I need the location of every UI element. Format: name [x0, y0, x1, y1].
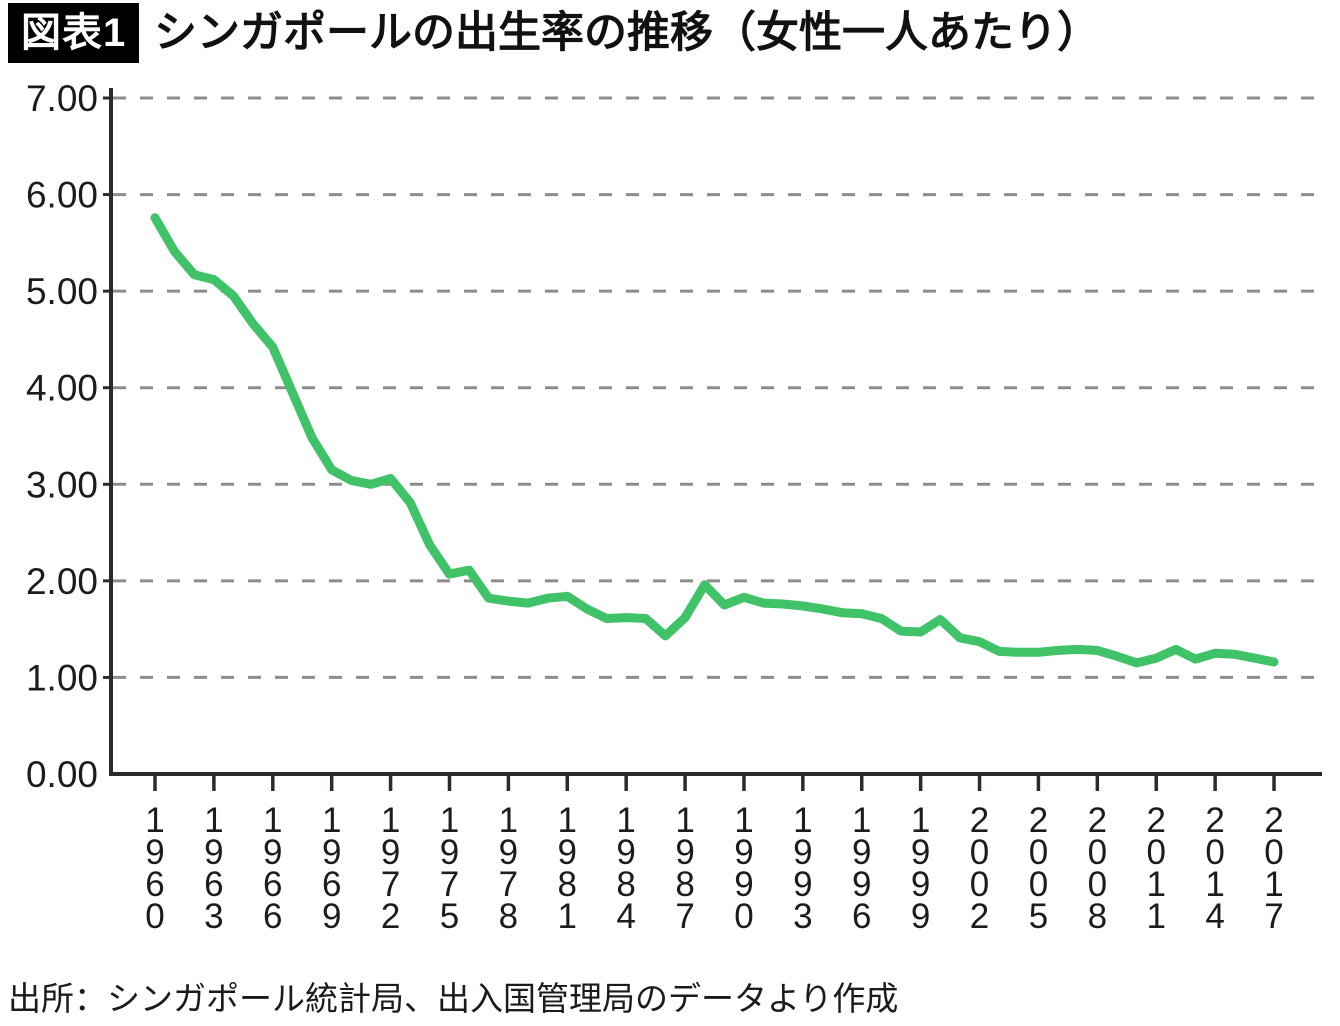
x-tick-label-digit: 7 [1264, 897, 1283, 936]
x-tick-label-digit: 9 [381, 833, 400, 872]
x-tick-label-digit: 9 [145, 833, 164, 872]
y-axis-labels: 0.00 1.00 2.00 3.00 4.00 5.00 6.00 7.00 [26, 78, 111, 795]
x-tick-label-digit: 8 [1088, 897, 1107, 936]
x-tick-label-digit: 1 [204, 801, 223, 840]
x-tick-label-digit: 9 [558, 833, 577, 872]
x-tick-label-digit: 8 [558, 865, 577, 904]
x-tick-label-digit: 6 [263, 897, 282, 936]
chart-title: シンガポールの出生率の推移（女性一人あたり） [154, 9, 1100, 57]
x-tick-label-digit: 6 [145, 865, 164, 904]
x-tick-label-digit: 7 [440, 865, 459, 904]
x-tick-label-digit: 0 [1146, 833, 1165, 872]
x-tick-label-digit: 0 [1264, 833, 1283, 872]
x-tick-label-digit: 7 [381, 865, 400, 904]
y-tick-label: 1.00 [26, 657, 98, 698]
x-tick-label-digit: 1 [558, 897, 577, 936]
x-tick-label-digit: 9 [616, 833, 635, 872]
x-tick-label-digit: 1 [852, 801, 871, 840]
x-tick-label-digit: 9 [322, 833, 341, 872]
x-tick-label-digit: 0 [145, 897, 164, 936]
x-tick-label-digit: 1 [1264, 865, 1283, 904]
x-tick-label-digit: 0 [1088, 833, 1107, 872]
figure-header: 図表1 シンガポールの出生率の推移（女性一人あたり） [0, 0, 1340, 70]
x-tick-label-digit: 4 [616, 897, 635, 936]
x-tick-label-digit: 1 [1146, 897, 1165, 936]
x-tick-label-digit: 1 [381, 801, 400, 840]
x-tick-label-digit: 2 [970, 801, 989, 840]
source-note: 出所：シンガポール統計局、出入国管理局のデータより作成 [8, 982, 899, 1018]
x-tick-label-digit: 9 [852, 833, 871, 872]
x-tick-label-digit: 3 [204, 897, 223, 936]
x-tick-label-digit: 2 [1264, 801, 1283, 840]
x-tick-label-digit: 1 [734, 801, 753, 840]
x-tick-label-digit: 7 [675, 897, 694, 936]
x-axis-labels: 1960196319661969197219751978198119841987… [145, 774, 1284, 936]
x-tick-label-digit: 6 [322, 865, 341, 904]
x-tick-label-digit: 0 [734, 897, 753, 936]
x-tick-label-digit: 2 [1088, 801, 1107, 840]
x-tick-label-digit: 3 [793, 897, 812, 936]
x-tick-label-digit: 6 [263, 865, 282, 904]
fertility-rate-line [150, 213, 1279, 668]
x-tick-label-digit: 1 [675, 801, 694, 840]
x-tick-label-digit: 9 [499, 833, 518, 872]
y-tick-label: 6.00 [26, 175, 98, 216]
x-tick-label-digit: 9 [322, 897, 341, 936]
x-tick-label-digit: 9 [204, 833, 223, 872]
x-tick-label-digit: 2 [1029, 801, 1048, 840]
y-tick-label: 2.00 [26, 561, 98, 602]
y-tick-label: 7.00 [26, 78, 98, 119]
axes [109, 88, 1322, 776]
x-tick-label-digit: 2 [1146, 801, 1165, 840]
x-tick-label-digit: 1 [440, 801, 459, 840]
x-tick-label-digit: 2 [970, 897, 989, 936]
y-tick-label: 0.00 [26, 754, 98, 795]
x-tick-label-digit: 1 [499, 801, 518, 840]
x-tick-label-digit: 1 [145, 801, 164, 840]
x-tick-label-digit: 1 [1146, 865, 1165, 904]
x-tick-label-digit: 8 [675, 865, 694, 904]
x-tick-label-digit: 8 [499, 897, 518, 936]
x-tick-label-digit: 2 [1205, 801, 1224, 840]
x-tick-label-digit: 9 [852, 865, 871, 904]
y-tick-label: 4.00 [26, 368, 98, 409]
x-tick-label-digit: 0 [1029, 865, 1048, 904]
x-tick-label-digit: 9 [440, 833, 459, 872]
x-tick-label-digit: 1 [1205, 865, 1224, 904]
x-tick-label-digit: 0 [1029, 833, 1048, 872]
x-tick-label-digit: 9 [793, 865, 812, 904]
x-tick-label-digit: 5 [1029, 897, 1048, 936]
x-tick-label-digit: 0 [1088, 865, 1107, 904]
y-tick-label: 5.00 [26, 271, 98, 312]
x-tick-label-digit: 0 [970, 865, 989, 904]
x-tick-label-digit: 2 [381, 897, 400, 936]
figure-badge: 図表1 [8, 3, 140, 63]
x-tick-label-digit: 9 [911, 833, 930, 872]
gridlines [113, 96, 1322, 679]
x-tick-label-digit: 9 [675, 833, 694, 872]
x-tick-label-digit: 9 [734, 833, 753, 872]
x-tick-label-digit: 9 [793, 833, 812, 872]
x-tick-label-digit: 1 [263, 801, 282, 840]
x-tick-label-digit: 4 [1205, 897, 1224, 936]
x-tick-label-digit: 1 [558, 801, 577, 840]
x-tick-label-digit: 1 [793, 801, 812, 840]
x-tick-label-digit: 8 [616, 865, 635, 904]
x-tick-label-digit: 9 [734, 865, 753, 904]
x-tick-label-digit: 1 [911, 801, 930, 840]
x-tick-label-digit: 6 [204, 865, 223, 904]
x-tick-label-digit: 9 [911, 897, 930, 936]
x-tick-label-digit: 9 [263, 833, 282, 872]
x-tick-label-digit: 6 [852, 897, 871, 936]
x-tick-label-digit: 0 [1205, 833, 1224, 872]
x-tick-label-digit: 1 [322, 801, 341, 840]
x-tick-label-digit: 5 [440, 897, 459, 936]
y-tick-label: 3.00 [26, 464, 98, 505]
x-tick-label-digit: 9 [911, 865, 930, 904]
x-tick-label-digit: 1 [616, 801, 635, 840]
x-tick-label-digit: 7 [499, 865, 518, 904]
x-tick-label-digit: 0 [970, 833, 989, 872]
